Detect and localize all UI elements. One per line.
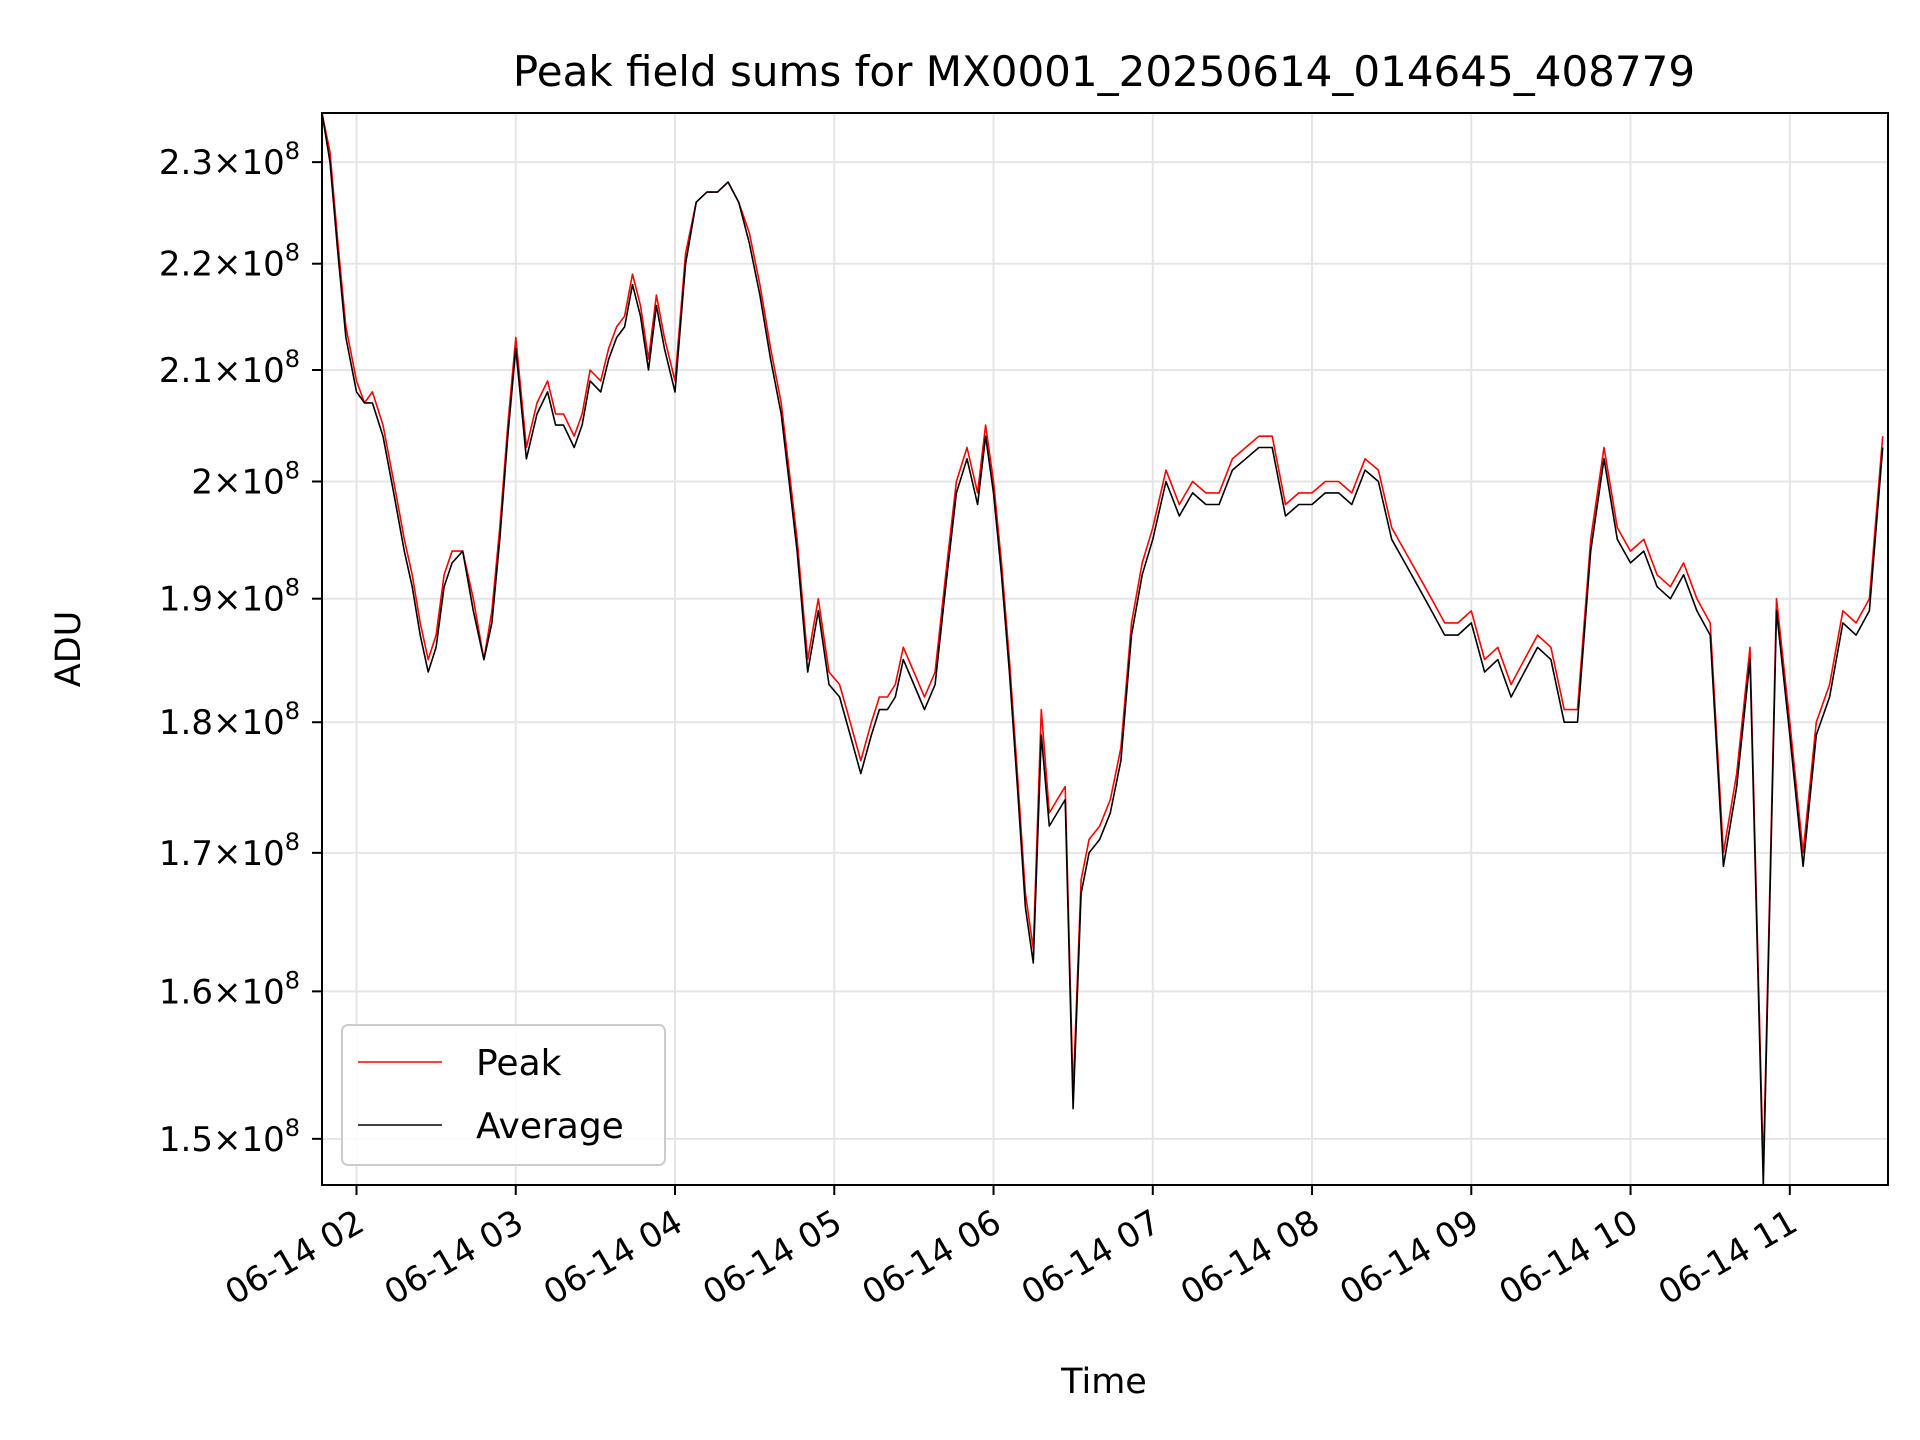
y-tick-exponent: 8 [285, 456, 300, 484]
y-tick-mantissa: 2×10 [191, 462, 284, 502]
x-tick-label: 06-14 03 [378, 1202, 530, 1313]
y-tick-mantissa: 1.8×10 [159, 703, 285, 743]
legend: Peak Average [341, 1024, 666, 1166]
y-tick-label: 1.8×108 [159, 697, 300, 743]
y-tick-mantissa: 2.3×10 [159, 143, 285, 183]
y-tick-exponent: 8 [285, 239, 300, 267]
y-tick-mantissa: 1.9×10 [159, 580, 285, 620]
y-tick-mantissa: 1.6×10 [159, 972, 285, 1012]
y-tick-exponent: 8 [285, 137, 300, 165]
x-tick-label: 06-14 06 [856, 1202, 1008, 1313]
y-tick-label: 1.9×108 [159, 574, 300, 620]
y-tick-exponent: 8 [285, 966, 300, 994]
legend-label-average: Average [476, 1106, 624, 1147]
x-tick-label: 06-14 09 [1333, 1202, 1485, 1313]
series-line-peak [322, 113, 1884, 1171]
x-tick-label: 06-14 04 [537, 1202, 689, 1313]
y-axis-label: ADU [49, 611, 89, 688]
y-tick-label: 2.1×108 [159, 345, 300, 391]
y-tick-label: 1.5×108 [159, 1114, 300, 1160]
x-tick-label: 06-14 05 [696, 1202, 848, 1313]
x-tick-label: 06-14 07 [1015, 1202, 1167, 1313]
y-tick-exponent: 8 [285, 828, 300, 856]
y-tick-exponent: 8 [285, 345, 300, 373]
y-tick-label: 2×108 [191, 456, 300, 502]
y-tick-mantissa: 1.7×10 [159, 834, 285, 874]
x-tick-label: 06-14 11 [1652, 1202, 1804, 1313]
y-tick-label: 2.2×108 [159, 239, 300, 285]
series-lines [322, 113, 1884, 1185]
x-tick-label: 06-14 08 [1174, 1202, 1326, 1313]
y-tick-mantissa: 2.1×10 [159, 351, 285, 391]
y-tick-exponent: 8 [285, 1114, 300, 1142]
y-tick-mantissa: 2.2×10 [159, 245, 285, 285]
y-tick-label: 1.7×108 [159, 828, 300, 874]
y-tick-label: 2.3×108 [159, 137, 300, 183]
y-tick-label: 1.6×108 [159, 966, 300, 1012]
x-axis-label: Time [1060, 1362, 1147, 1402]
legend-label-peak: Peak [476, 1043, 562, 1084]
y-tick-exponent: 8 [285, 697, 300, 725]
legend-frame [341, 1024, 666, 1166]
plot-area [321, 112, 1889, 1186]
y-tick-mantissa: 1.5×10 [159, 1120, 285, 1160]
y-axis: 1.5×1081.6×1081.7×1081.8×1081.9×1082×108… [159, 137, 322, 1160]
x-tick-label: 06-14 02 [219, 1202, 371, 1313]
chart-title: Peak field sums for MX0001_20250614_0146… [513, 47, 1695, 96]
y-tick-exponent: 8 [285, 574, 300, 602]
x-tick-label: 06-14 10 [1493, 1202, 1645, 1313]
series-line-average [322, 113, 1884, 1185]
x-axis: 06-14 02 06-14 03 06-14 04 06-14 05 06-14 06… [219, 1185, 1804, 1313]
